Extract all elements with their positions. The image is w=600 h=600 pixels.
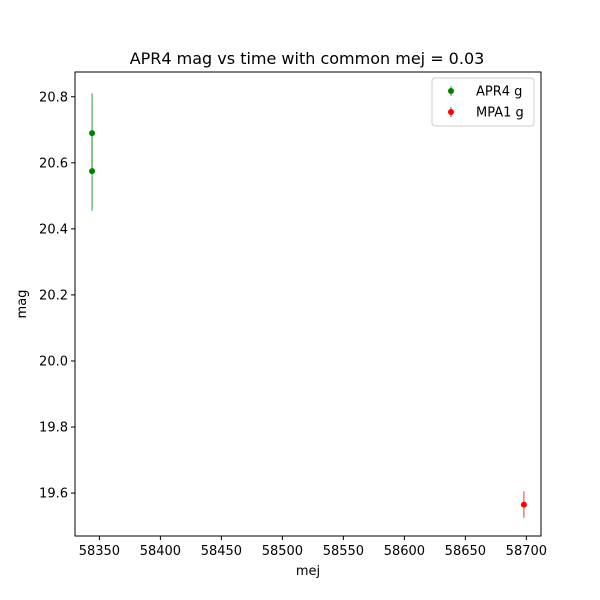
x-axis-label: mej	[296, 564, 320, 579]
x-tick-label: 58550	[323, 544, 364, 559]
legend-label: MPA1 g	[476, 106, 524, 121]
series-layer	[89, 93, 527, 518]
y-tick-label: 20.2	[39, 288, 68, 303]
legend-marker	[448, 109, 454, 115]
x-tick-label: 58700	[506, 544, 547, 559]
legend-entries: APR4 g MPA1 g	[448, 85, 524, 121]
x-tick-label: 58450	[201, 544, 242, 559]
y-tick-label: 20.8	[39, 90, 68, 105]
legend-box	[431, 77, 535, 127]
y-tick-label: 20.4	[39, 222, 68, 237]
data-point	[89, 168, 96, 175]
legend-marker	[448, 88, 454, 94]
chart-title: APR4 mag vs time with common mej = 0.03	[130, 49, 485, 68]
x-tick-label: 58350	[79, 544, 120, 559]
plot-frame	[74, 71, 542, 537]
y-tick-label: 19.8	[39, 421, 68, 436]
x-tick-label: 58500	[262, 544, 303, 559]
legend-label: APR4 g	[476, 85, 522, 100]
y-axis-ticks: 19.6 19.8 20.0 20.2 20.4 20.6 20.8	[39, 90, 75, 502]
y-tick-label: 20.6	[39, 156, 68, 171]
data-point	[520, 501, 527, 508]
legend: APR4 g MPA1 g	[431, 77, 535, 127]
y-tick-label: 19.6	[39, 487, 68, 502]
x-tick-label: 58400	[140, 544, 181, 559]
x-axis-ticks: 58350 58400 58450 58500 58550 58600 58650 58700	[79, 536, 547, 559]
x-tick-label: 58650	[445, 544, 486, 559]
y-axis-label: mag	[15, 290, 30, 319]
x-tick-label: 58600	[384, 544, 425, 559]
y-tick-label: 20.0	[39, 354, 68, 369]
